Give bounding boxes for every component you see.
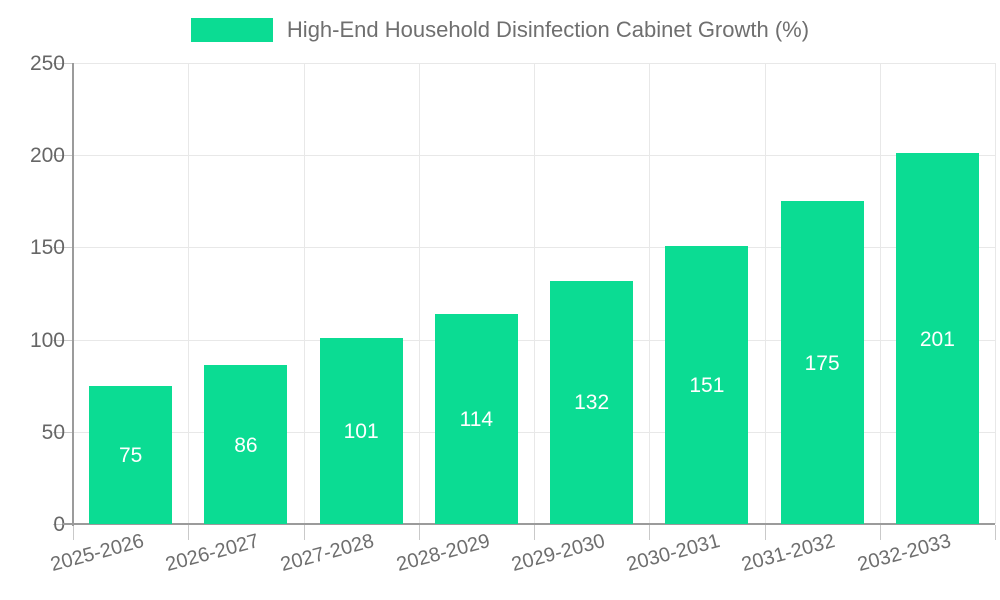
x-tick-label: 2029-2030 [509,530,608,577]
x-tick [303,525,305,540]
gridline-v [534,63,535,524]
x-tick-label: 2032-2033 [854,530,954,577]
bar-value-label: 132 [574,391,610,415]
x-tick [764,525,766,540]
bar[interactable]: 114 [434,313,518,524]
x-tick-label: 2026-2027 [163,530,262,577]
x-tick [188,525,190,540]
bar[interactable]: 151 [665,245,749,524]
y-tick-label: 200 [29,144,65,168]
x-tick [995,525,996,540]
x-tick-label: 2025-2026 [48,530,147,577]
y-tick [53,339,73,341]
bar-value-label: 151 [689,373,725,397]
x-tick-label: 2028-2029 [393,530,493,577]
y-tick [53,63,73,64]
bar[interactable]: 75 [89,385,173,524]
x-tick [534,525,535,540]
x-tick-label: 2030-2031 [624,530,723,577]
x-axis [63,523,995,525]
bar-value-label: 201 [919,327,955,351]
chart-legend[interactable]: High-End Household Disinfection Cabinet … [0,12,1000,48]
gridline-v [418,63,420,524]
bar-value-label: 75 [118,443,143,467]
bar[interactable]: 175 [780,201,864,524]
bar[interactable]: 101 [319,337,403,524]
y-tick-label: 150 [29,236,65,260]
y-tick [53,155,73,157]
gridline-v [879,63,881,524]
y-tick [53,247,73,249]
bar[interactable]: 86 [204,365,288,524]
x-tick-label: 2031-2032 [739,530,838,577]
bar[interactable]: 201 [895,153,979,524]
x-tick [649,525,651,540]
y-tick-label: 100 [29,328,65,352]
bar-value-label: 114 [459,407,494,431]
y-tick-label: 250 [29,52,65,75]
y-tick-label: 50 [41,420,65,444]
gridline-v [303,63,305,524]
x-tick [879,525,881,540]
bar-value-label: 175 [804,351,840,375]
gridline-v [188,63,190,524]
x-tick-label: 2027-2028 [278,530,377,577]
bar-value-label: 101 [343,419,379,443]
x-tick [73,525,74,540]
x-tick [418,525,420,540]
y-tick-label: 0 [53,513,65,536]
gridline-v [995,63,996,524]
gridline-v [764,63,766,524]
y-axis [72,63,74,526]
y-tick [53,431,73,433]
plot-area: 0 50 100 150 200 250 75 86 101 114 132 151 175 201 202… [30,53,996,576]
gridline-v [649,63,651,524]
legend-label: High-End Household Disinfection Cabinet … [286,17,810,42]
bar[interactable]: 132 [550,280,634,524]
legend-swatch [190,18,273,42]
bar-value-label: 86 [234,433,258,457]
